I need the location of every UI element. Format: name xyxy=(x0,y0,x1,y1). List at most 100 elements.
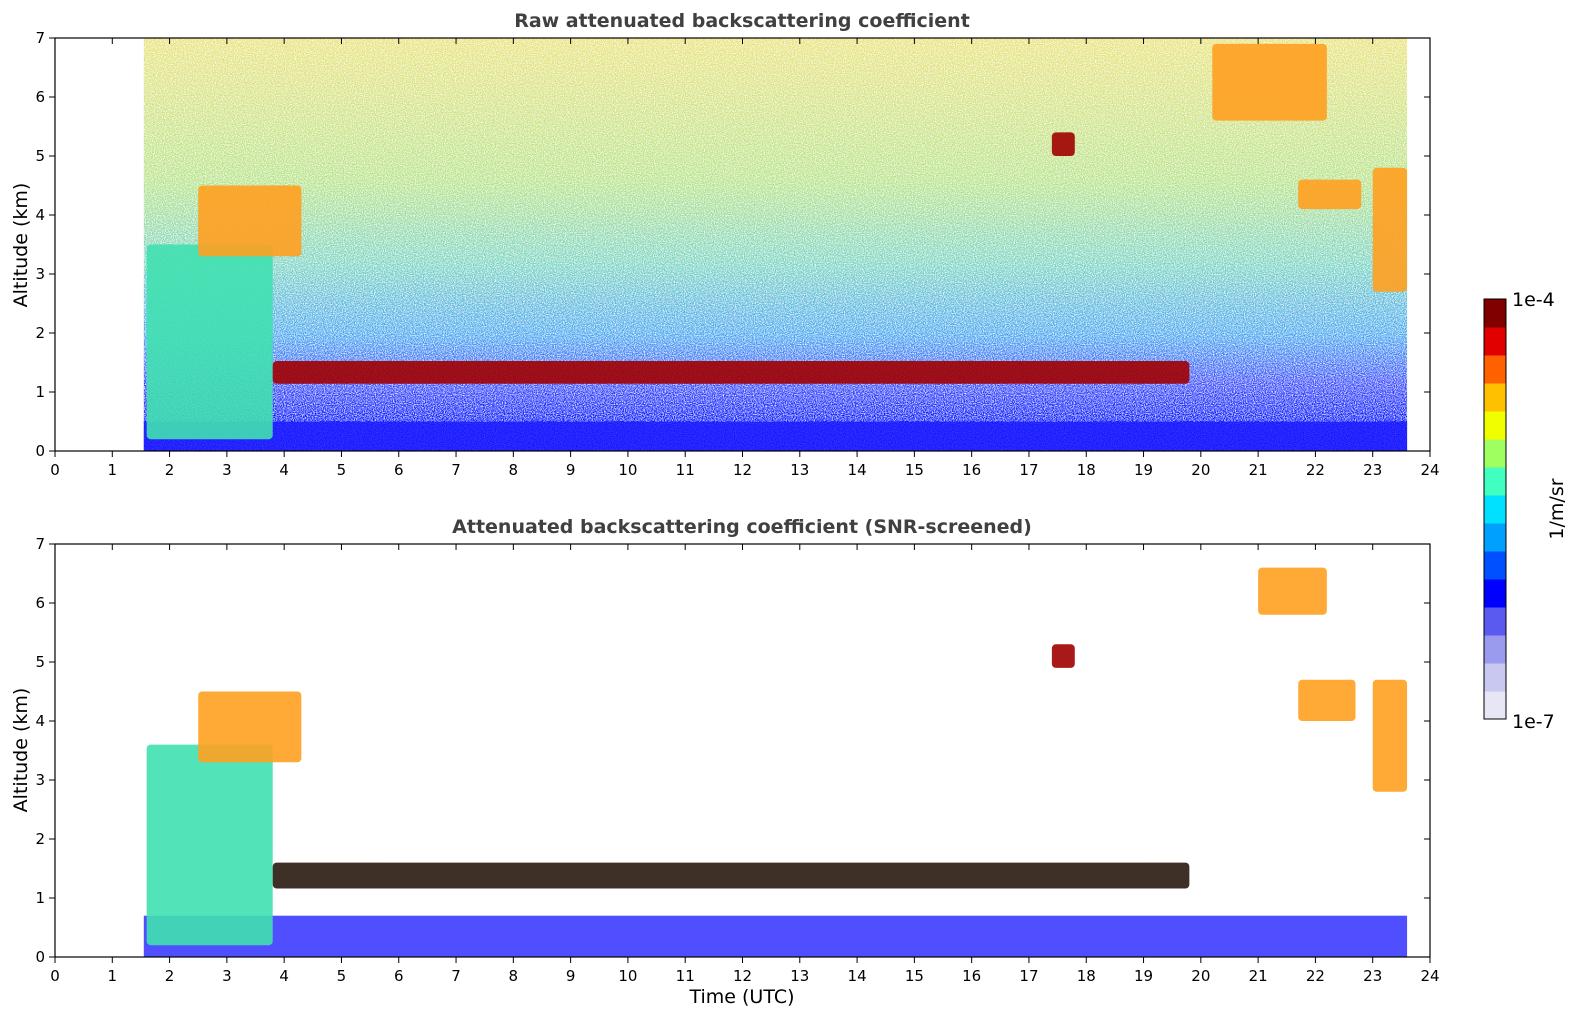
y-tick-label: 1 xyxy=(35,889,45,907)
feature-descending-aerosol-plume-1 xyxy=(146,244,273,440)
x-tick-label: 24 xyxy=(1420,967,1439,985)
feature-cloud-7 xyxy=(1372,679,1408,792)
feature-upper-cloud-5 xyxy=(1258,567,1327,615)
feature-descending-aerosol-plume-1 xyxy=(146,744,273,946)
x-tick-label: 5 xyxy=(337,967,347,985)
y-tick-label: 2 xyxy=(35,324,45,342)
x-tick-label: 13 xyxy=(790,967,809,985)
y-tick-label: 7 xyxy=(35,29,45,47)
x-tick-label: 3 xyxy=(222,461,232,479)
chart-title-raw: Raw attenuated backscattering coefficien… xyxy=(514,10,970,32)
x-tick-label: 10 xyxy=(618,461,637,479)
colorbar-min-label: 1e-7 xyxy=(1512,711,1555,733)
x-tick-label: 1 xyxy=(108,461,118,479)
x-tick-label: 4 xyxy=(279,461,289,479)
y-tick-label: 6 xyxy=(35,594,45,612)
heatmap-raw xyxy=(143,38,1408,451)
x-tick-label: 17 xyxy=(1019,461,1038,479)
x-axis-snr: 0 1 2 3 4 5 6 7 8 9 10 11 12 13 14 15 16 17 18 19 20 21 22 23 24 xyxy=(50,544,1440,985)
colorbar: 1e-4 1e-7 1/m/sr xyxy=(1483,289,1568,733)
y-axis-label-raw: Altitude (km) xyxy=(10,183,32,308)
feature-upper-cloud-5 xyxy=(1212,43,1327,121)
x-tick-label: 7 xyxy=(451,967,461,985)
x-tick-label: 14 xyxy=(848,967,867,985)
colorbar-swatch xyxy=(1484,663,1506,692)
colorbar-swatch xyxy=(1484,439,1506,468)
y-tick-label: 7 xyxy=(35,535,45,553)
x-tick-label: 0 xyxy=(50,461,60,479)
x-tick-label: 12 xyxy=(733,967,752,985)
colorbar-scale xyxy=(1484,299,1506,720)
x-tick-label: 4 xyxy=(279,967,289,985)
feature-cloud-6 xyxy=(1298,179,1362,210)
feature-elevated-aerosol-layer-2 xyxy=(198,691,302,763)
feature-near-surface-aerosol-layer-0 xyxy=(143,421,1408,451)
y-tick-label: 5 xyxy=(35,147,45,165)
colorbar-swatch xyxy=(1484,635,1506,664)
colorbar-swatch xyxy=(1484,467,1506,496)
x-tick-label: 2 xyxy=(165,461,175,479)
x-tick-label: 11 xyxy=(676,461,695,479)
y-tick-label: 2 xyxy=(35,830,45,848)
x-tick-label: 3 xyxy=(222,967,232,985)
y-tick-label: 3 xyxy=(35,771,45,789)
colorbar-swatch xyxy=(1484,607,1506,636)
x-tick-label: 19 xyxy=(1134,461,1153,479)
x-tick-label: 8 xyxy=(509,461,519,479)
colorbar-swatch xyxy=(1484,579,1506,608)
x-tick-label: 2 xyxy=(165,967,175,985)
snr-screened-panel: Attenuated backscattering coefficient (S… xyxy=(10,516,1440,1008)
x-tick-label: 19 xyxy=(1134,967,1153,985)
feature-near-surface-aerosol-layer-0 xyxy=(143,915,1408,957)
x-tick-label: 12 xyxy=(733,461,752,479)
x-tick-label: 0 xyxy=(50,967,60,985)
feature-mid-level-cloud-4 xyxy=(1051,644,1075,668)
colorbar-swatch xyxy=(1484,383,1506,412)
chart-title-snr: Attenuated backscattering coefficient (S… xyxy=(452,516,1032,538)
colorbar-swatch xyxy=(1484,299,1506,328)
x-tick-label: 1 xyxy=(108,967,118,985)
y-tick-label: 0 xyxy=(35,442,45,460)
x-tick-label: 21 xyxy=(1249,461,1268,479)
x-tick-label: 23 xyxy=(1363,461,1382,479)
x-tick-label: 20 xyxy=(1191,461,1210,479)
x-tick-label: 14 xyxy=(848,461,867,479)
y-tick-label: 4 xyxy=(35,206,45,224)
feature-cloud-7 xyxy=(1372,167,1408,292)
feature-mid-level-cloud-4 xyxy=(1051,132,1075,156)
colorbar-swatch xyxy=(1484,551,1506,580)
colorbar-swatch xyxy=(1484,691,1506,720)
y-tick-label: 5 xyxy=(35,653,45,671)
y-axis-label-snr: Altitude (km) xyxy=(10,688,32,813)
x-tick-label: 11 xyxy=(676,967,695,985)
x-tick-label: 6 xyxy=(394,461,404,479)
y-axis-snr: 0 1 2 3 4 5 6 7 xyxy=(35,535,1430,966)
feature-boundary-layer-top-clouds-3 xyxy=(272,862,1190,889)
x-tick-label: 18 xyxy=(1077,967,1096,985)
raw-backscatter-panel: Raw attenuated backscattering coefficien… xyxy=(10,10,1440,479)
x-tick-label: 24 xyxy=(1420,461,1439,479)
x-tick-label: 8 xyxy=(509,967,519,985)
feature-boundary-layer-top-clouds-3 xyxy=(272,361,1190,384)
x-tick-label: 22 xyxy=(1306,967,1325,985)
y-tick-label: 4 xyxy=(35,712,45,730)
colorbar-max-label: 1e-4 xyxy=(1512,289,1555,311)
x-tick-label: 20 xyxy=(1191,967,1210,985)
colorbar-swatch xyxy=(1484,355,1506,384)
x-axis-raw: 0 1 2 3 4 5 6 7 8 9 10 11 12 13 14 15 16 17 18 19 20 21 22 23 24 xyxy=(50,38,1440,479)
y-axis-raw: 0 1 2 3 4 5 6 7 xyxy=(35,29,1430,460)
y-tick-label: 3 xyxy=(35,265,45,283)
feature-cloud-6 xyxy=(1298,679,1356,721)
heatmap-snr xyxy=(143,567,1408,957)
x-tick-label: 23 xyxy=(1363,967,1382,985)
x-tick-label: 5 xyxy=(337,461,347,479)
x-tick-label: 13 xyxy=(790,461,809,479)
x-tick-label: 6 xyxy=(394,967,404,985)
y-tick-label: 1 xyxy=(35,383,45,401)
x-tick-label: 15 xyxy=(905,967,924,985)
feature-elevated-aerosol-layer-2 xyxy=(198,185,302,257)
x-tick-label: 15 xyxy=(905,461,924,479)
x-tick-label: 17 xyxy=(1019,967,1038,985)
x-axis-label: Time (UTC) xyxy=(688,986,794,1008)
y-tick-label: 0 xyxy=(35,948,45,966)
